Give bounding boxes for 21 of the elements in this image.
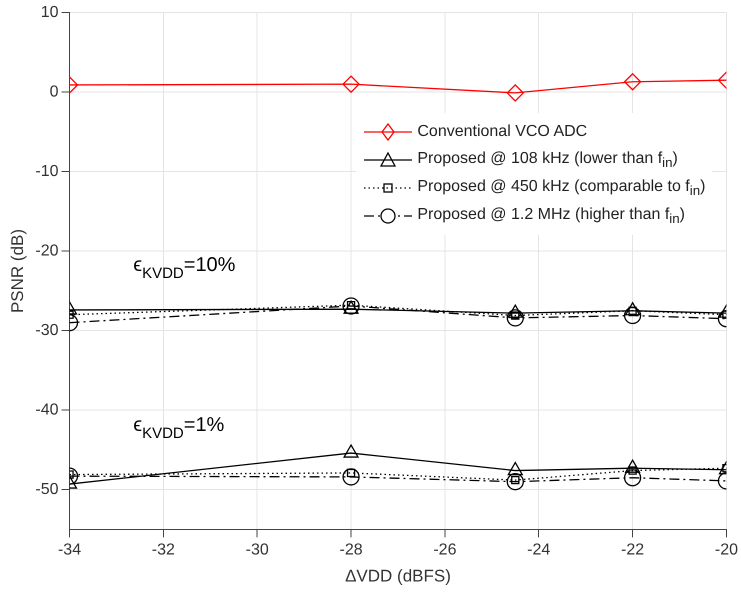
x-tick-label: -32 bbox=[152, 541, 176, 558]
x-tick-label: -26 bbox=[433, 541, 457, 558]
x-tick-label: -30 bbox=[246, 541, 269, 558]
y-tick-label: -50 bbox=[35, 481, 59, 498]
legend-label: Conventional VCO ADC bbox=[417, 122, 588, 141]
y-tick-label: 10 bbox=[40, 4, 59, 22]
x-tick-label: -22 bbox=[621, 541, 644, 558]
y-tick-label: -10 bbox=[35, 163, 59, 180]
x-axis-title: ΔVDD (dBFS) bbox=[345, 566, 451, 586]
y-tick-label: -20 bbox=[35, 242, 59, 260]
x-tick-label: -20 bbox=[714, 541, 738, 558]
y-tick-label: 0 bbox=[50, 84, 59, 101]
x-tick-label: -34 bbox=[58, 541, 82, 558]
legend-label: Proposed @ 1.2 MHz (higher than f$_{in}$) bbox=[417, 206, 685, 226]
y-axis-title: PSNR (dB) bbox=[8, 228, 27, 314]
legend-label: Proposed @ 108 kHz (lower than f$_{in}$) bbox=[417, 150, 678, 170]
x-tick-label: -28 bbox=[339, 541, 363, 558]
legend-label: Proposed @ 450 kHz (comparable to f$_{in}$) bbox=[417, 178, 706, 198]
x-tick-label: -24 bbox=[527, 541, 550, 558]
y-tick-label: -30 bbox=[35, 322, 59, 340]
y-tick-label: -40 bbox=[35, 402, 59, 419]
